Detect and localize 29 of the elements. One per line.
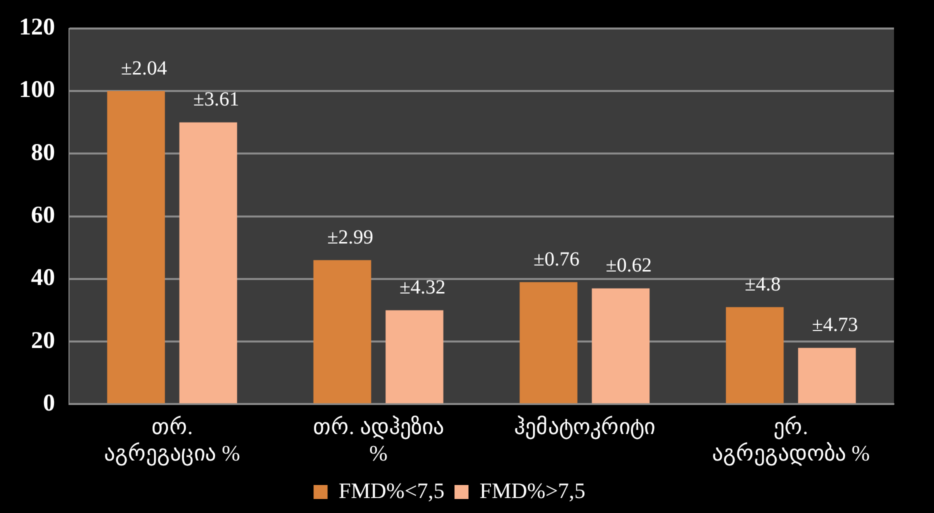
x-tick-label: ერ. აგრეგადობა % (712, 414, 870, 467)
bar (520, 282, 578, 404)
annotation: ±0.76 (534, 248, 580, 270)
x-tick-label: თრ. ადჰეზია % (312, 414, 444, 466)
annotation: ±4.8 (744, 273, 781, 296)
y-tick-label: 40 (31, 265, 55, 292)
annotation: ±4.73 (812, 314, 858, 336)
annotation: ±4.32 (399, 276, 446, 298)
x-tick-label: თრ. აგრეგაცია % (104, 414, 240, 467)
y-tick-label: 60 (31, 202, 55, 229)
annotation: ±2.99 (327, 226, 374, 248)
y-tick-label: 120 (19, 14, 55, 41)
y-tick-label: 0 (43, 390, 55, 416)
bar (386, 310, 444, 404)
y-tick-label: 20 (31, 328, 55, 354)
y-tick-label: 80 (31, 140, 55, 166)
bar (592, 288, 650, 404)
bar (179, 122, 238, 404)
bar (107, 91, 165, 404)
legend-label: FMD%<7,5 (338, 478, 445, 503)
x-tick-label: ჰემატოკრიტი (514, 414, 656, 440)
annotation: ±3.61 (193, 88, 240, 111)
annotation: ±2.04 (121, 57, 168, 80)
bar (726, 307, 784, 404)
legend-label: FMD%>7,5 (480, 478, 586, 503)
annotation: ±0.62 (606, 254, 652, 277)
bar (798, 348, 856, 404)
y-tick-label: 100 (19, 77, 55, 104)
bar (313, 260, 372, 404)
